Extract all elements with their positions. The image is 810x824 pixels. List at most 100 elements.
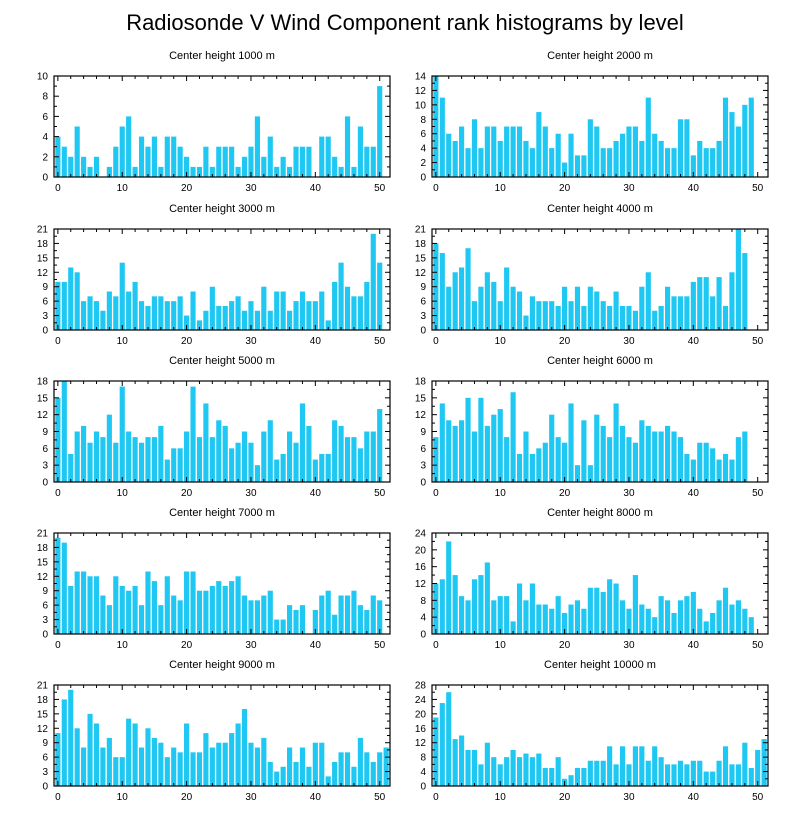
y-tick-label: 18	[37, 377, 49, 388]
histogram-bar	[523, 753, 529, 786]
histogram-bar	[332, 420, 338, 482]
histogram-bar	[574, 600, 581, 634]
histogram-bar	[119, 386, 125, 482]
histogram-bar	[459, 420, 465, 482]
histogram-bar	[516, 583, 523, 634]
histogram-bar	[203, 146, 209, 177]
plot-frame	[53, 75, 391, 178]
histogram-bar	[287, 747, 293, 786]
histogram-bar	[439, 703, 445, 786]
x-tick-label: 30	[245, 488, 257, 499]
histogram-bar	[177, 296, 183, 330]
histogram-bar	[151, 581, 157, 634]
histogram-panel: Center height 1000 m 0 2 4 6 8 10 0 10 20 30 40 50	[37, 50, 391, 194]
histogram-bar	[299, 146, 306, 177]
x-tick-label: 30	[623, 488, 635, 499]
histogram-bar	[151, 296, 157, 330]
histogram-bar	[465, 600, 471, 634]
histogram-bar	[357, 737, 363, 786]
histogram-bar	[652, 133, 658, 177]
histogram-bar	[216, 146, 222, 177]
histogram-bar	[613, 291, 619, 330]
x-tick-label: 20	[181, 792, 193, 803]
histogram-bar	[703, 148, 709, 177]
histogram-bar	[542, 442, 548, 482]
y-tick-label: 16	[415, 562, 427, 573]
histogram-bar	[229, 733, 235, 786]
histogram-bar	[383, 747, 389, 786]
histogram-bar	[377, 600, 383, 634]
histogram-bar	[568, 604, 574, 634]
panel-title: Center height 4000 m	[547, 203, 653, 215]
y-tick-label: 12	[37, 410, 49, 421]
histogram-bar	[716, 140, 722, 177]
x-tick-label: 20	[559, 336, 571, 347]
histogram-bar	[729, 764, 735, 786]
panel-title: Center height 7000 m	[169, 507, 275, 519]
histogram-bar	[581, 305, 587, 330]
x-tick-label: 40	[310, 183, 322, 194]
histogram-bar	[235, 442, 241, 482]
histogram-bar	[241, 431, 248, 482]
panel-title: Center height 2000 m	[547, 50, 653, 62]
x-tick-label: 50	[374, 183, 386, 194]
histogram-bar	[465, 749, 471, 786]
histogram-bar	[626, 305, 632, 330]
x-tick-label: 0	[433, 640, 439, 651]
histogram-bar	[332, 761, 338, 786]
histogram-bar	[600, 148, 606, 177]
x-tick-label: 10	[117, 792, 129, 803]
histogram-bar	[93, 723, 100, 786]
x-tick-label: 0	[433, 792, 439, 803]
histogram-bar	[632, 310, 638, 330]
histogram-bar	[164, 459, 170, 482]
y-tick-label: 9	[42, 282, 48, 293]
histogram-bar	[216, 305, 222, 330]
y-tick-label: 6	[42, 444, 48, 455]
histogram-bar	[523, 600, 529, 634]
histogram-bar	[562, 442, 568, 482]
histogram-panel: Center height 4000 m 0 3 6 9 12 15 18 21 0 10 20 30 4…	[415, 203, 769, 347]
x-tick-label: 20	[559, 183, 571, 194]
histogram-bar	[293, 146, 299, 177]
y-tick-label: 18	[37, 543, 49, 554]
histogram-bar	[241, 310, 248, 330]
histogram-bar	[549, 301, 555, 330]
x-tick-label: 50	[752, 336, 764, 347]
histogram-bar	[280, 156, 286, 177]
y-tick-label: 24	[415, 695, 427, 706]
histogram-bar	[184, 156, 190, 177]
histogram-bar	[581, 608, 587, 634]
histogram-bar	[671, 296, 677, 330]
x-tick-label: 20	[559, 488, 571, 499]
histogram-bar	[555, 437, 561, 482]
x-tick-label: 30	[245, 336, 257, 347]
histogram-bar	[338, 595, 344, 634]
histogram-bar	[600, 591, 606, 634]
histogram-bar	[452, 425, 458, 482]
histogram-bar	[287, 310, 293, 330]
histogram-bar	[600, 425, 606, 482]
histogram-bar	[151, 136, 157, 177]
histogram-bar	[68, 585, 74, 634]
histogram-bar	[74, 431, 80, 482]
histogram-bar	[684, 296, 690, 330]
histogram-bar	[491, 281, 497, 330]
histogram-bar	[471, 579, 478, 634]
histogram-bar	[61, 146, 67, 177]
histogram-bar	[613, 140, 619, 177]
histogram-bar	[433, 76, 439, 177]
x-tick-label: 40	[688, 183, 700, 194]
histogram-bar	[68, 689, 74, 786]
histogram-bar	[742, 742, 748, 786]
histogram-bar	[248, 600, 254, 634]
histogram-bar	[254, 116, 260, 177]
y-tick-label: 0	[42, 478, 48, 489]
histogram-bar	[484, 562, 490, 634]
y-tick-label: 16	[415, 724, 427, 735]
y-tick-label: 12	[415, 86, 427, 97]
histogram-bar	[652, 431, 658, 482]
histogram-bar	[261, 737, 267, 786]
histogram-bar	[158, 166, 164, 177]
histogram-bar	[81, 156, 87, 177]
